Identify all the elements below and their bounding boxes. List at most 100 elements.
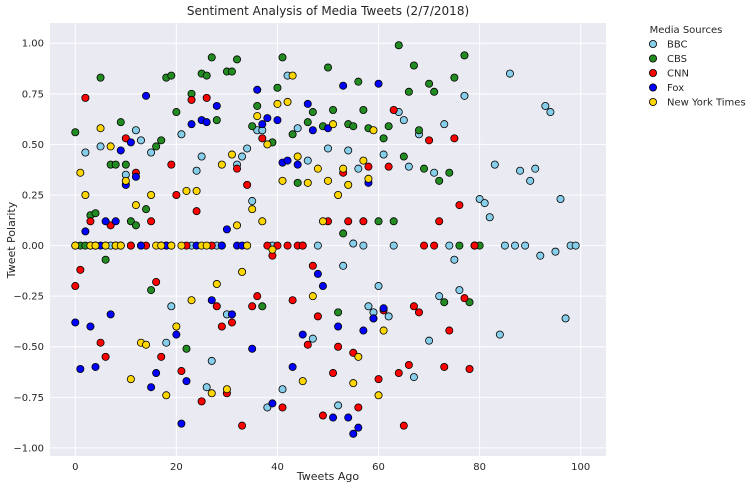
point-cbs — [404, 87, 413, 96]
point-fox — [126, 138, 135, 147]
point-cbs — [450, 73, 459, 82]
point-cbs — [379, 134, 388, 143]
point-bbc — [334, 401, 343, 410]
x-tick-labels: 0 20 40 60 80 100 — [72, 462, 590, 473]
legend-title: Media Sources — [650, 25, 723, 36]
point-cbs — [111, 160, 120, 169]
point-cnn — [288, 296, 297, 305]
point-cbs — [384, 122, 393, 131]
legend: Media Sources BBC CBS CNN Fox New York Times — [649, 25, 746, 109]
point-new-york-times — [283, 97, 292, 106]
point-bbc — [339, 261, 348, 270]
point-fox — [86, 322, 95, 331]
series-cbs — [71, 41, 484, 353]
point-cbs — [399, 152, 408, 161]
plot-background — [50, 23, 606, 456]
point-bbc — [485, 213, 494, 222]
point-fox — [222, 225, 231, 234]
point-cnn — [152, 277, 161, 286]
point-fox — [131, 172, 140, 181]
point-cbs — [253, 101, 262, 110]
point-cnn — [227, 318, 236, 327]
point-cbs — [131, 221, 140, 230]
point-cbs — [101, 255, 110, 264]
point-new-york-times — [339, 164, 348, 173]
point-bbc — [379, 150, 388, 159]
point-fox — [177, 419, 186, 428]
point-new-york-times — [172, 322, 181, 331]
point-bbc — [500, 241, 509, 250]
point-fox — [283, 156, 292, 165]
point-fox — [212, 101, 221, 110]
point-fox — [379, 304, 388, 313]
point-cbs — [91, 209, 100, 218]
point-new-york-times — [359, 156, 368, 165]
point-bbc — [435, 292, 444, 301]
point-bbc — [389, 241, 398, 250]
point-new-york-times — [268, 245, 277, 254]
point-bbc — [541, 101, 550, 110]
point-cbs — [394, 41, 403, 50]
point-fox — [227, 310, 236, 319]
point-fox — [136, 241, 145, 250]
point-cnn — [440, 362, 449, 371]
point-bbc — [430, 168, 439, 177]
point-cnn — [460, 294, 469, 303]
point-bbc — [323, 144, 332, 153]
point-fox — [253, 85, 262, 94]
point-cnn — [470, 241, 479, 250]
point-bbc — [556, 195, 565, 204]
point-fox — [288, 362, 297, 371]
point-cnn — [344, 217, 353, 226]
point-cnn — [197, 397, 206, 406]
point-cbs — [435, 176, 444, 185]
point-fox — [116, 146, 125, 155]
point-new-york-times — [308, 292, 317, 301]
point-cbs — [409, 61, 418, 70]
series-cnn — [71, 93, 479, 430]
point-new-york-times — [273, 99, 282, 108]
point-bbc — [243, 144, 252, 153]
point-cnn — [278, 403, 287, 412]
point-bbc — [521, 241, 530, 250]
point-fox — [217, 241, 226, 250]
point-cbs — [414, 126, 423, 135]
point-cbs — [440, 298, 449, 307]
point-fox — [344, 413, 353, 422]
point-cnn — [101, 352, 110, 361]
point-cbs — [96, 73, 105, 82]
point-bbc — [303, 156, 312, 165]
point-new-york-times — [354, 352, 363, 361]
point-cbs — [212, 116, 221, 125]
point-cnn — [126, 241, 135, 250]
x-tick-label: 100 — [571, 462, 590, 473]
point-bbc — [551, 247, 560, 256]
point-cnn — [303, 340, 312, 349]
point-new-york-times — [329, 120, 338, 129]
point-cnn — [450, 134, 459, 143]
point-cbs — [147, 286, 156, 295]
x-axis-label: Tweets Ago — [296, 470, 359, 483]
point-fox — [334, 322, 343, 331]
point-fox — [298, 330, 307, 339]
point-cnn — [212, 302, 221, 311]
point-new-york-times — [131, 201, 140, 210]
y-tick-label: 0.75 — [22, 89, 44, 100]
point-cnn — [233, 164, 242, 173]
series-new-york-times — [71, 71, 388, 400]
point-cnn — [394, 369, 403, 378]
point-bbc — [81, 148, 90, 157]
point-fox — [369, 314, 378, 323]
point-new-york-times — [258, 217, 267, 226]
point-cbs — [233, 55, 242, 64]
point-fox — [202, 118, 211, 127]
point-fox — [71, 318, 80, 327]
point-cnn — [187, 95, 196, 104]
point-bbc — [384, 312, 393, 321]
point-cbs — [207, 53, 216, 62]
point-bbc — [167, 302, 176, 311]
point-bbc — [455, 286, 464, 295]
point-cbs — [354, 77, 363, 86]
point-cnn — [374, 375, 383, 384]
chart-title: Sentiment Analysis of Media Tweets (2/7/… — [187, 4, 469, 18]
